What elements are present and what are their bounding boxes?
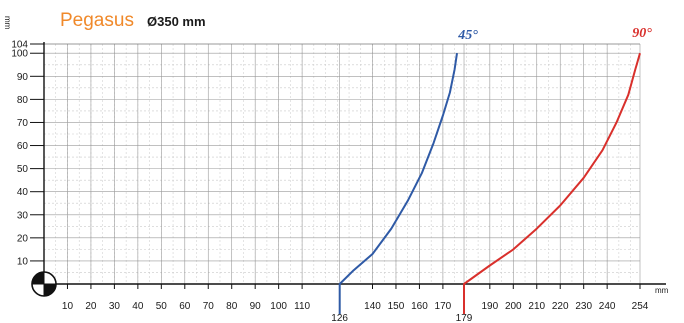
x-tick-label: 230 xyxy=(575,301,592,312)
quarter-circle-target-icon xyxy=(32,272,56,296)
x-tick-label: 90 xyxy=(250,301,262,312)
y-tick-label: 80 xyxy=(17,95,29,106)
x-tick-label: 160 xyxy=(411,301,428,312)
y-tick-label: 40 xyxy=(17,187,29,198)
x-tick-label: 240 xyxy=(599,301,616,312)
y-tick-label: 90 xyxy=(17,72,29,83)
series-label-45: 45° xyxy=(457,28,478,43)
x-tick-label: 190 xyxy=(481,301,498,312)
x-tick-label: 70 xyxy=(203,301,215,312)
y-tick-label: 70 xyxy=(17,118,29,129)
x-tick-label: 110 xyxy=(294,301,310,312)
x-tick-label: 100 xyxy=(270,301,287,312)
x-unit-label: mm xyxy=(655,286,669,295)
x-tick-label: 10 xyxy=(62,301,74,312)
x-tick-label: 200 xyxy=(505,301,522,312)
x-tick-label: 126 xyxy=(331,313,348,323)
x-tick-label: 254 xyxy=(632,301,649,312)
x-tick-label: 170 xyxy=(435,301,452,312)
x-tick-label: 50 xyxy=(156,301,168,312)
series-lines: 45° 90° xyxy=(340,26,652,314)
x-tick-label: 60 xyxy=(179,301,191,312)
y-unit-label: mm xyxy=(3,16,12,30)
y-tick-label: 30 xyxy=(17,210,29,221)
x-tick-label: 140 xyxy=(364,301,381,312)
x-tick-label: 179 xyxy=(456,313,473,323)
y-tick-label: 50 xyxy=(17,164,29,175)
y-tick-label: 10 xyxy=(17,256,29,267)
x-tick-label: 220 xyxy=(552,301,569,312)
grid xyxy=(44,44,640,284)
y-tick-label: 104 xyxy=(11,40,28,51)
x-tick-label: 40 xyxy=(132,301,144,312)
y-tick-label: 20 xyxy=(17,233,29,244)
y-tick-label: 60 xyxy=(17,141,29,152)
x-tick-labels: 10 20 30 40 50 60 70 80 90 100 110 126 140 150 160 170 1… xyxy=(62,284,649,323)
series-line-90 xyxy=(464,53,640,314)
x-tick-label: 150 xyxy=(388,301,405,312)
chart-subtitle: Ø350 mm xyxy=(147,14,206,29)
brand-title: Pegasus xyxy=(60,10,134,31)
x-tick-label: 20 xyxy=(85,301,97,312)
axes xyxy=(44,42,666,284)
x-tick-label: 30 xyxy=(109,301,121,312)
x-tick-label: 210 xyxy=(528,301,545,312)
series-line-45 xyxy=(340,53,457,314)
x-tick-label: 80 xyxy=(226,301,238,312)
series-label-90: 90° xyxy=(632,26,652,41)
